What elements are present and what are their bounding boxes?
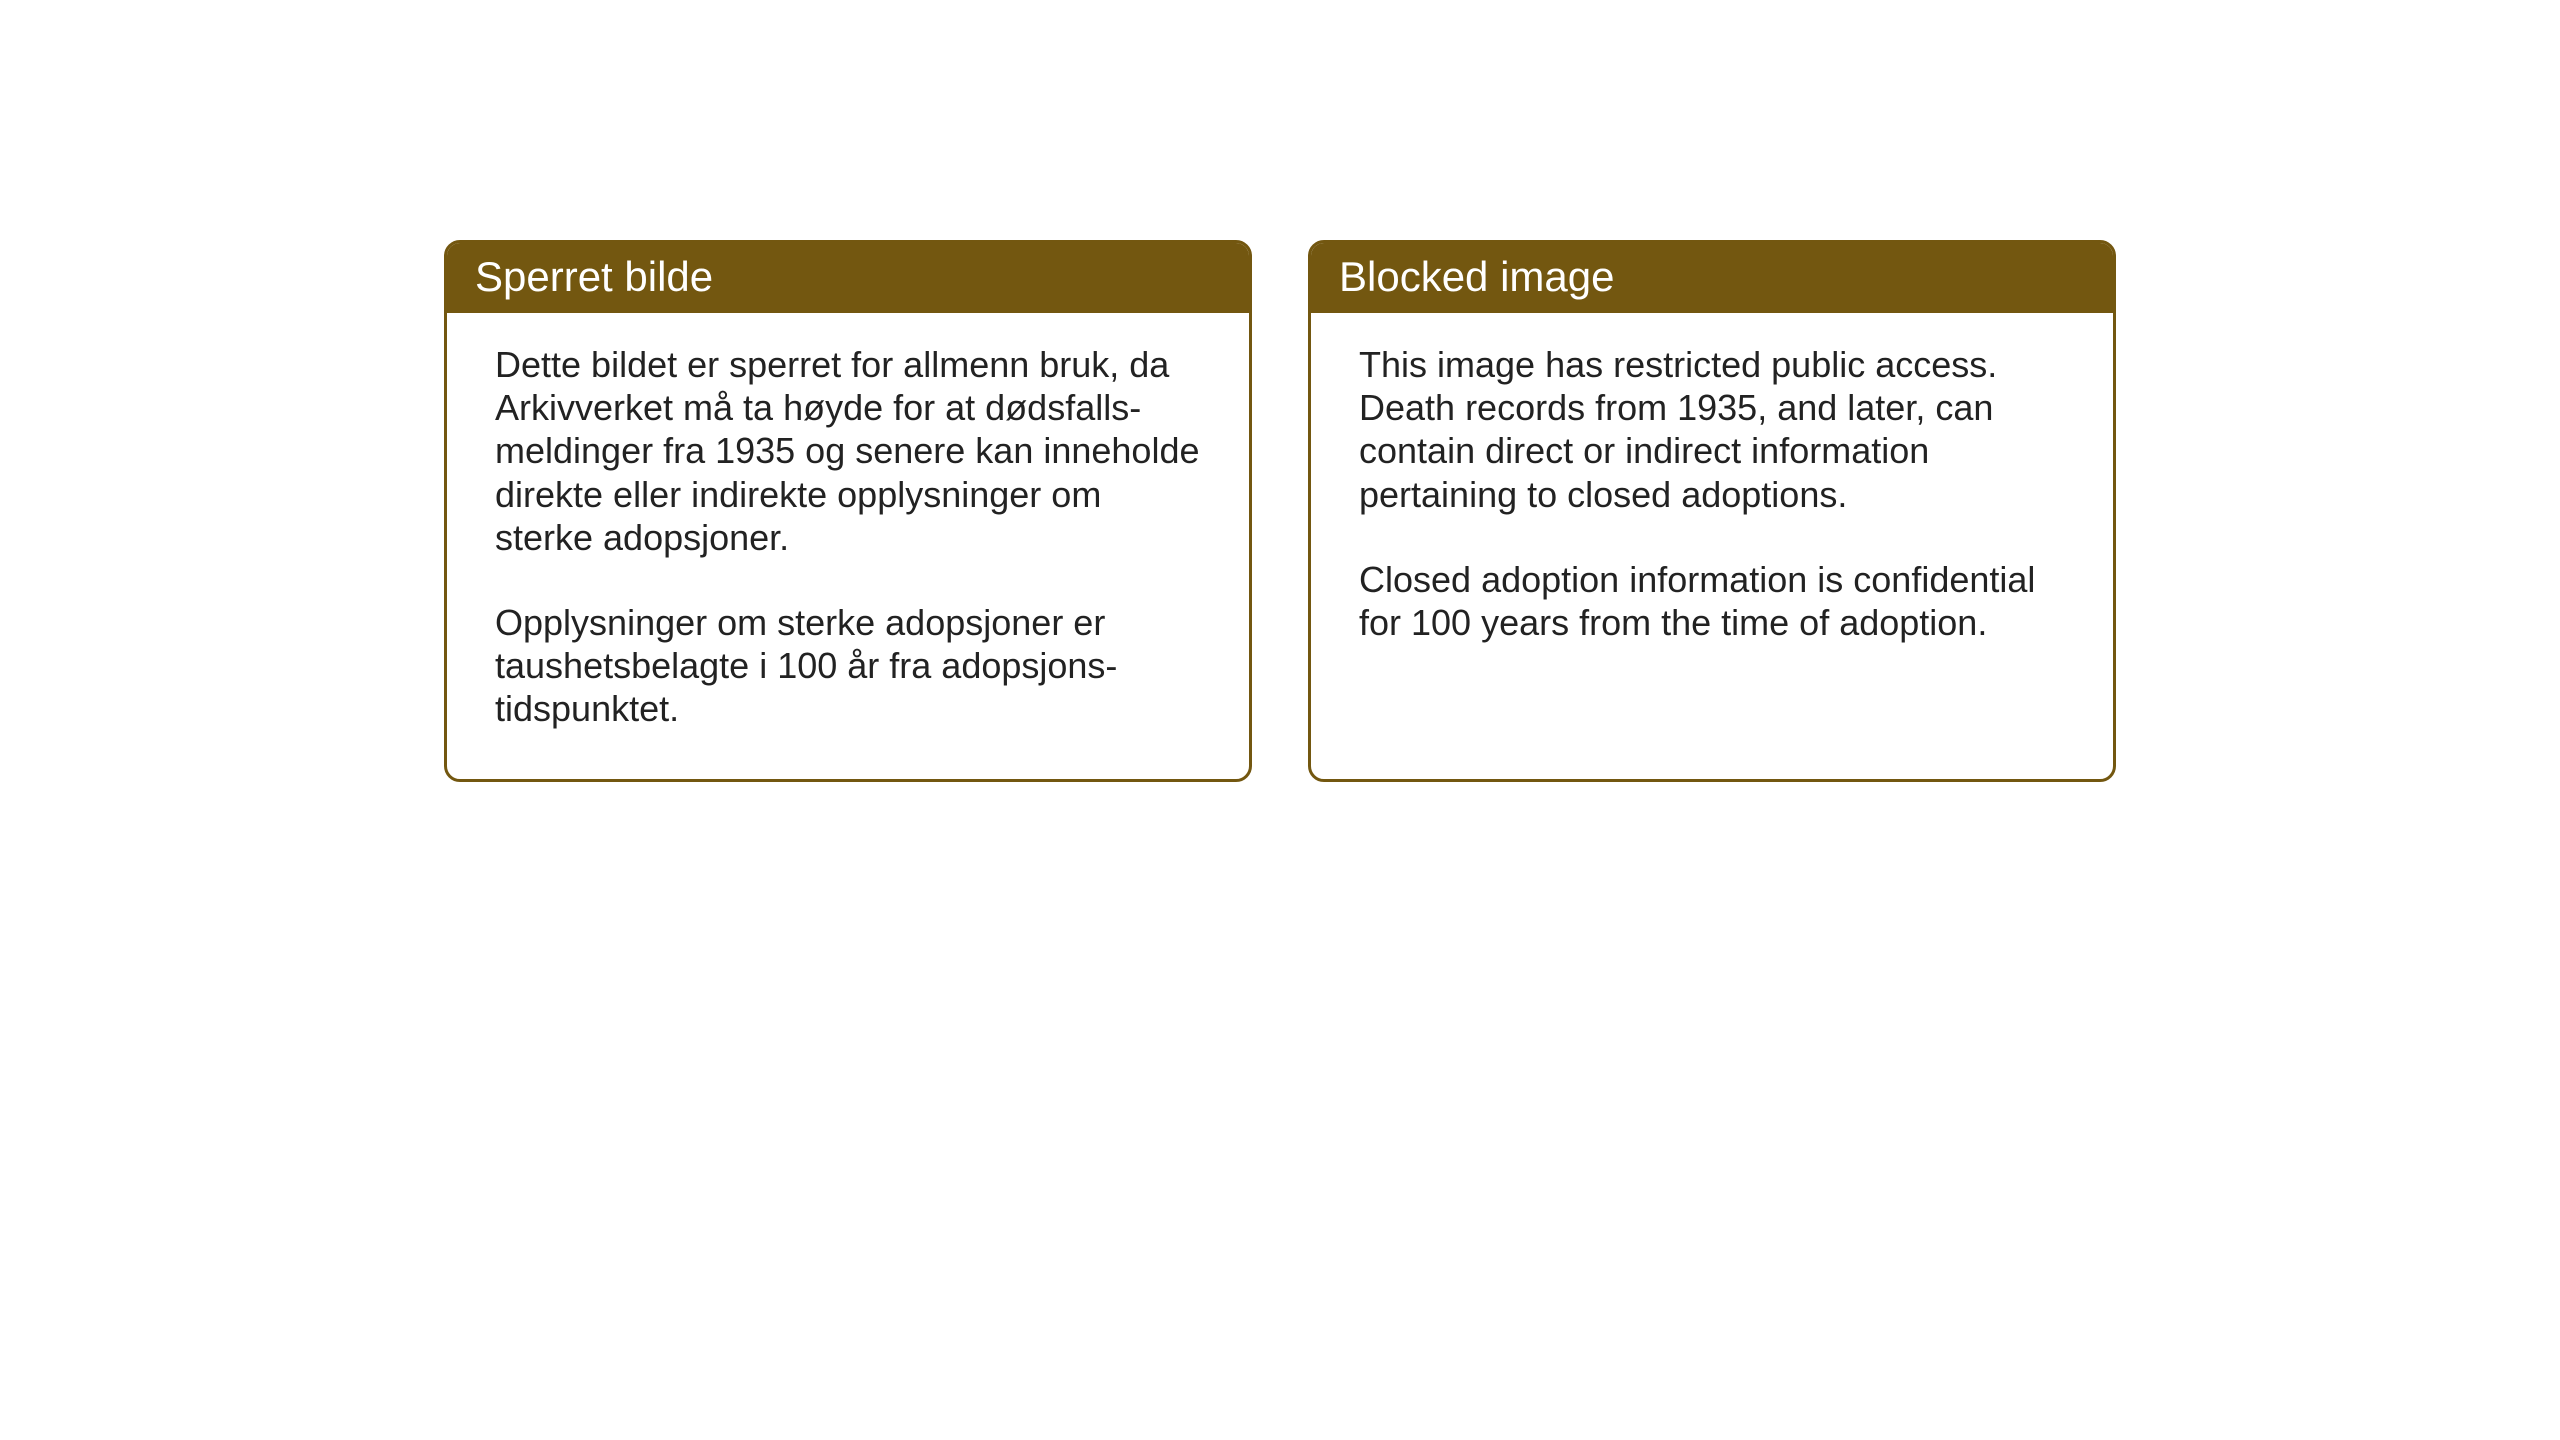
card-english: Blocked image This image has restricted … xyxy=(1308,240,2116,782)
card-body: Dette bildet er sperret for allmenn bruk… xyxy=(447,313,1249,779)
card-header: Sperret bilde xyxy=(447,243,1249,313)
card-paragraph-2: Opplysninger om sterke adopsjoner er tau… xyxy=(495,601,1201,731)
card-title: Sperret bilde xyxy=(475,253,713,300)
card-paragraph-2: Closed adoption information is confident… xyxy=(1359,558,2065,644)
card-paragraph-1: Dette bildet er sperret for allmenn bruk… xyxy=(495,343,1201,559)
card-body: This image has restricted public access.… xyxy=(1311,313,2113,692)
card-container: Sperret bilde Dette bildet er sperret fo… xyxy=(444,240,2116,782)
card-header: Blocked image xyxy=(1311,243,2113,313)
card-paragraph-1: This image has restricted public access.… xyxy=(1359,343,2065,516)
card-norwegian: Sperret bilde Dette bildet er sperret fo… xyxy=(444,240,1252,782)
card-title: Blocked image xyxy=(1339,253,1614,300)
